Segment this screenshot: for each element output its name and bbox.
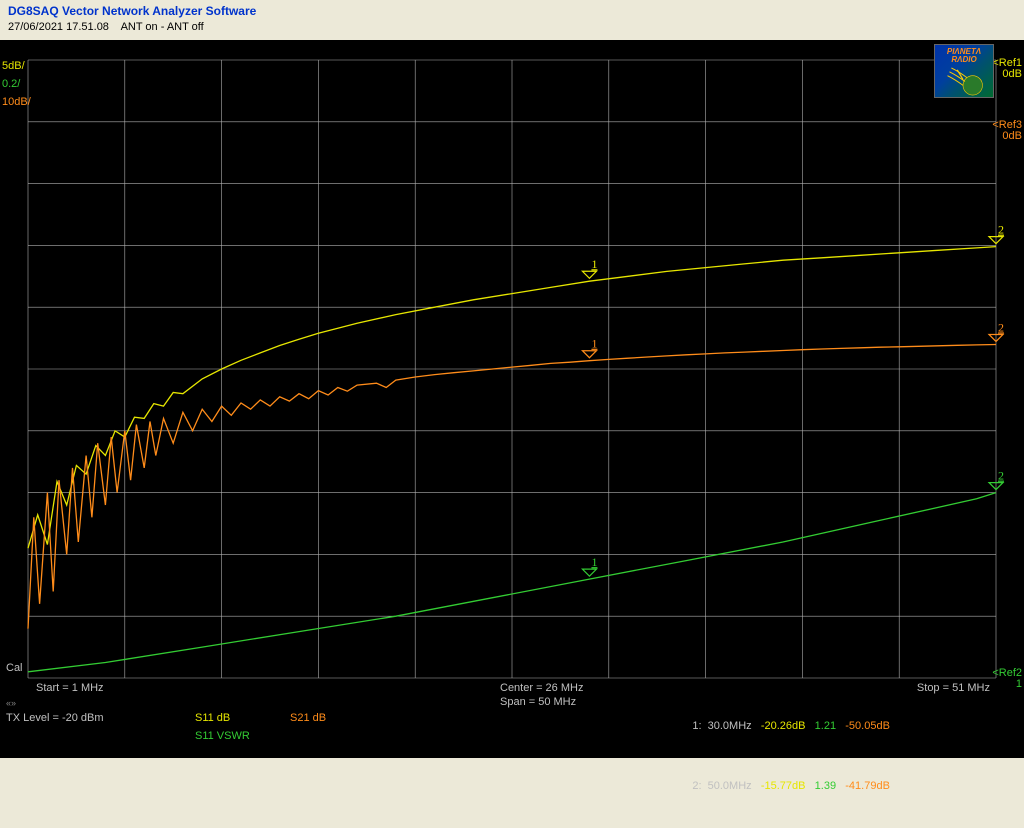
marker-readout-table: 1: 30.0MHz -20.26dB 1.21 -50.05dB 2: 50.… <box>674 684 890 828</box>
marker1-freq: 30.0MHz <box>708 720 752 732</box>
legend-s11-db: S11 dB <box>195 712 230 724</box>
logo-line2: RΛDIO <box>951 56 976 64</box>
ref3-value: 0dB <box>992 131 1022 142</box>
y-scale-vswr: 0.2/ <box>2 78 20 90</box>
subtitle-row: 27/06/2021 17.51.08 ANT on - ANT off <box>0 20 1024 37</box>
tx-level: TX Level = -20 dBm <box>6 712 104 724</box>
marker1-num: 1: <box>692 720 707 732</box>
svg-text:1: 1 <box>591 555 597 569</box>
svg-text:2: 2 <box>998 223 1004 237</box>
x-start-label: Start = 1 MHz <box>36 682 104 694</box>
marker1-vswr: 1.21 <box>815 720 836 732</box>
marker-row-2: 2: 50.0MHz -15.77dB 1.39 -41.79dB <box>674 768 890 804</box>
ref2-value: 1 <box>992 679 1022 690</box>
ref3: <Ref3 0dB <box>992 120 1022 142</box>
marker1-s21db: -50.05dB <box>845 720 890 732</box>
svg-text:1: 1 <box>591 337 597 351</box>
svg-text:2: 2 <box>998 320 1004 334</box>
app-title: DG8SAQ Vector Network Analyzer Software <box>8 4 256 18</box>
marker2-num: 2: <box>692 780 707 792</box>
svg-text:2: 2 <box>998 469 1004 483</box>
marker1-s11db: -20.26dB <box>761 720 806 732</box>
legend-s21-db: S21 dB <box>290 712 326 724</box>
x-stop-label: Stop = 51 MHz <box>917 682 990 694</box>
y-scale-s21db: 10dB/ <box>2 96 31 108</box>
marker2-s11db: -15.77dB <box>761 780 806 792</box>
title-bar: DG8SAQ Vector Network Analyzer Software <box>0 0 1024 20</box>
ref1-value: 0dB <box>992 69 1022 80</box>
ref2: <Ref2 1 <box>992 668 1022 690</box>
ref1: <Ref1 0dB <box>992 58 1022 80</box>
legend-s11-vswr: S11 VSWR <box>195 730 250 742</box>
plot-area[interactable]: 1 2 1 2 1 2 5dB/ 0.2/ 10dB/ <Ref1 0dB <Ref3 0… <box>0 40 1024 758</box>
y-scale-s11db: 5dB/ <box>2 60 25 72</box>
timestamp: 27/06/2021 17.51.08 <box>8 21 109 33</box>
x-center-label: Center = 26 MHz <box>500 682 583 694</box>
logo-globe-icon <box>939 64 989 97</box>
measurement-note: ANT on - ANT off <box>121 21 204 33</box>
marker-row-1: 1: 30.0MHz -20.26dB 1.21 -50.05dB <box>674 708 890 744</box>
marker2-vswr: 1.39 <box>815 780 836 792</box>
x-span-label: Span = 50 MHz <box>500 696 576 708</box>
marker2-freq: 50.0MHz <box>708 780 752 792</box>
tiny-arrows-icon: «» <box>6 698 16 708</box>
plot-svg: 1 2 1 2 1 2 <box>0 40 1024 758</box>
marker2-s21db: -41.79dB <box>845 780 890 792</box>
svg-text:1: 1 <box>591 257 597 271</box>
logo-pianeta-radio: PIΛNETΛ RΛDIO <box>934 44 994 98</box>
cal-label: Cal <box>6 662 23 674</box>
